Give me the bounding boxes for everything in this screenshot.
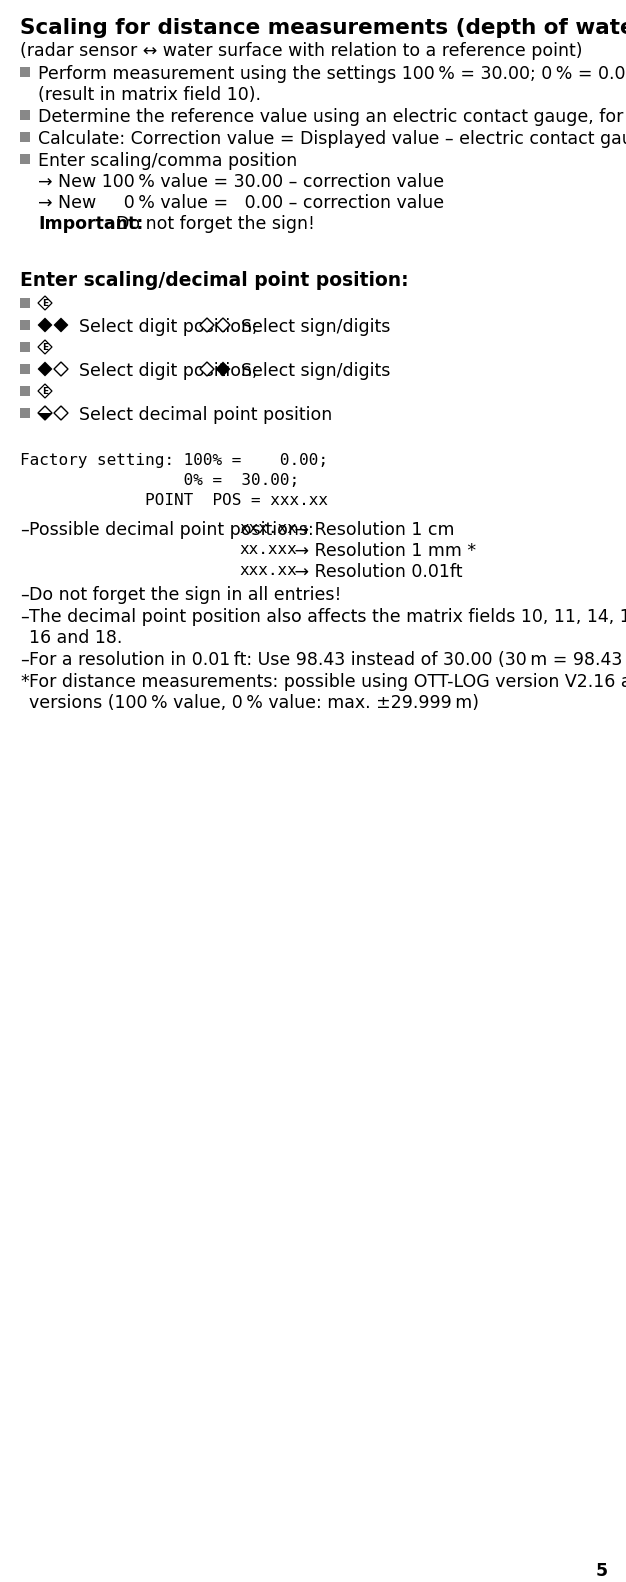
Bar: [20, 297, 30, 308]
Text: → Resolution 1 cm: → Resolution 1 cm: [289, 520, 454, 539]
Text: E: E: [42, 342, 48, 351]
Text: xxx.xx: xxx.xx: [239, 520, 297, 536]
Polygon shape: [216, 318, 230, 332]
Text: → New 100 % value = 30.00 – correction value: → New 100 % value = 30.00 – correction v…: [38, 172, 444, 191]
Polygon shape: [38, 340, 52, 354]
Text: Do not forget the sign!: Do not forget the sign!: [116, 215, 315, 233]
Bar: [20, 320, 30, 331]
Text: Select digit position;: Select digit position;: [79, 318, 264, 335]
Polygon shape: [54, 362, 68, 377]
Text: Select decimal point position: Select decimal point position: [79, 407, 332, 424]
Text: –: –: [20, 652, 29, 669]
Text: Calculate: Correction value = Displayed value – electric contact gauge value: Calculate: Correction value = Displayed …: [38, 130, 626, 149]
Bar: [20, 408, 30, 418]
Text: POINT  POS = xxx.xx: POINT POS = xxx.xx: [20, 494, 328, 508]
Polygon shape: [200, 318, 214, 332]
Text: versions (100 % value, 0 % value: max. ±29.999 m): versions (100 % value, 0 % value: max. ±…: [29, 694, 479, 712]
Text: Select digit position;: Select digit position;: [79, 362, 264, 380]
Polygon shape: [54, 318, 68, 332]
Text: xx.xxx: xx.xxx: [239, 543, 297, 557]
Polygon shape: [38, 413, 52, 419]
Text: Perform measurement using the settings 100 % = 30.00; 0 % = 0.00: Perform measurement using the settings 1…: [38, 65, 626, 82]
Text: Enter scaling/decimal point position:: Enter scaling/decimal point position:: [20, 271, 409, 290]
Text: xxx.xx: xxx.xx: [239, 563, 297, 577]
Text: Determine the reference value using an electric contact gauge, for example.: Determine the reference value using an e…: [38, 108, 626, 127]
Text: Select sign/digits: Select sign/digits: [241, 318, 391, 335]
Text: –: –: [20, 520, 29, 539]
Bar: [20, 386, 30, 396]
Text: Important:: Important:: [38, 215, 143, 233]
Bar: [20, 364, 30, 373]
Text: –: –: [20, 585, 29, 604]
Bar: [20, 66, 30, 78]
Text: E: E: [42, 299, 48, 307]
Text: 0% =  30.00;: 0% = 30.00;: [20, 473, 299, 487]
Text: E: E: [42, 386, 48, 396]
Text: *: *: [20, 672, 29, 691]
Bar: [20, 111, 30, 120]
Text: 16 and 18.: 16 and 18.: [29, 630, 122, 647]
Polygon shape: [38, 318, 52, 332]
Polygon shape: [200, 362, 214, 377]
Text: → New     0 % value =   0.00 – correction value: → New 0 % value = 0.00 – correction valu…: [38, 195, 444, 212]
Polygon shape: [38, 296, 52, 310]
Text: Scaling for distance measurements (depth of water): Scaling for distance measurements (depth…: [20, 17, 626, 38]
Text: The decimal point position also affects the matrix fields 10, 11, 14, 15,: The decimal point position also affects …: [29, 607, 626, 626]
Text: 5: 5: [596, 1561, 608, 1580]
Text: (radar sensor ↔ water surface with relation to a reference point): (radar sensor ↔ water surface with relat…: [20, 43, 583, 60]
Bar: [20, 342, 30, 353]
Bar: [20, 153, 30, 165]
Text: Select sign/digits: Select sign/digits: [241, 362, 391, 380]
Text: Factory setting: 100% =    0.00;: Factory setting: 100% = 0.00;: [20, 452, 328, 468]
Text: (result in matrix field 10).: (result in matrix field 10).: [38, 85, 261, 104]
Text: For distance measurements: possible using OTT-LOG version V2.16 and later: For distance measurements: possible usin…: [29, 672, 626, 691]
Polygon shape: [38, 407, 52, 419]
Text: For a resolution in 0.01 ft: Use 98.43 instead of 30.00 (30 m = 98.43 ft): For a resolution in 0.01 ft: Use 98.43 i…: [29, 652, 626, 669]
Text: Do not forget the sign in all entries!: Do not forget the sign in all entries!: [29, 585, 341, 604]
Polygon shape: [54, 407, 68, 419]
Polygon shape: [38, 362, 52, 377]
Polygon shape: [216, 362, 230, 377]
Text: –: –: [20, 607, 29, 626]
Text: Possible decimal point positions:: Possible decimal point positions:: [29, 520, 319, 539]
Text: → Resolution 0.01ft: → Resolution 0.01ft: [289, 563, 463, 581]
Polygon shape: [38, 384, 52, 399]
Text: Enter scaling/comma position: Enter scaling/comma position: [38, 152, 297, 169]
Text: → Resolution 1 mm *: → Resolution 1 mm *: [289, 543, 476, 560]
Bar: [20, 131, 30, 142]
